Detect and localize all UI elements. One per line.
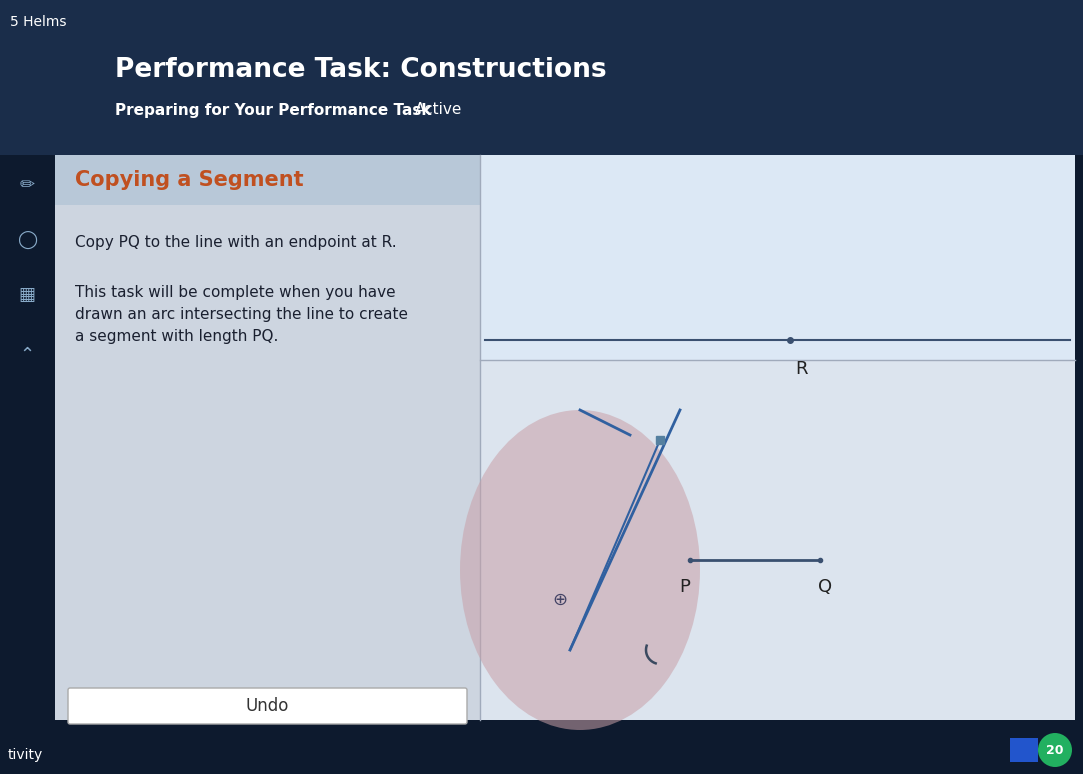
Text: ⌃: ⌃ — [19, 346, 35, 364]
Text: 20: 20 — [1046, 744, 1064, 756]
Bar — [1010, 738, 1038, 762]
Bar — [0, 720, 1083, 774]
Text: ◯: ◯ — [17, 231, 37, 249]
Text: 5 Helms: 5 Helms — [10, 15, 66, 29]
Text: P: P — [679, 578, 691, 596]
Text: ⊕: ⊕ — [552, 591, 567, 609]
FancyBboxPatch shape — [68, 688, 467, 724]
Text: Undo: Undo — [246, 697, 289, 715]
Text: Copy PQ to the line with an endpoint at R.: Copy PQ to the line with an endpoint at … — [75, 235, 396, 250]
Text: ▦: ▦ — [18, 286, 36, 304]
Text: This task will be complete when you have
drawn an arc intersecting the line to c: This task will be complete when you have… — [75, 285, 408, 344]
Bar — [0, 155, 55, 720]
Text: ✏: ✏ — [19, 176, 35, 194]
Text: Preparing for Your Performance Task: Preparing for Your Performance Task — [115, 102, 431, 118]
Bar — [55, 155, 480, 720]
Bar — [480, 155, 1075, 720]
Bar — [55, 155, 480, 205]
Text: Q: Q — [818, 578, 832, 596]
Bar — [480, 155, 1075, 360]
Text: Copying a Segment: Copying a Segment — [75, 170, 303, 190]
Text: tivity: tivity — [8, 748, 43, 762]
Text: R: R — [795, 360, 808, 378]
Text: Active: Active — [415, 102, 462, 118]
Ellipse shape — [460, 410, 700, 730]
Bar — [0, 0, 1083, 155]
Circle shape — [1038, 733, 1072, 767]
Text: Performance Task: Constructions: Performance Task: Constructions — [115, 57, 606, 83]
